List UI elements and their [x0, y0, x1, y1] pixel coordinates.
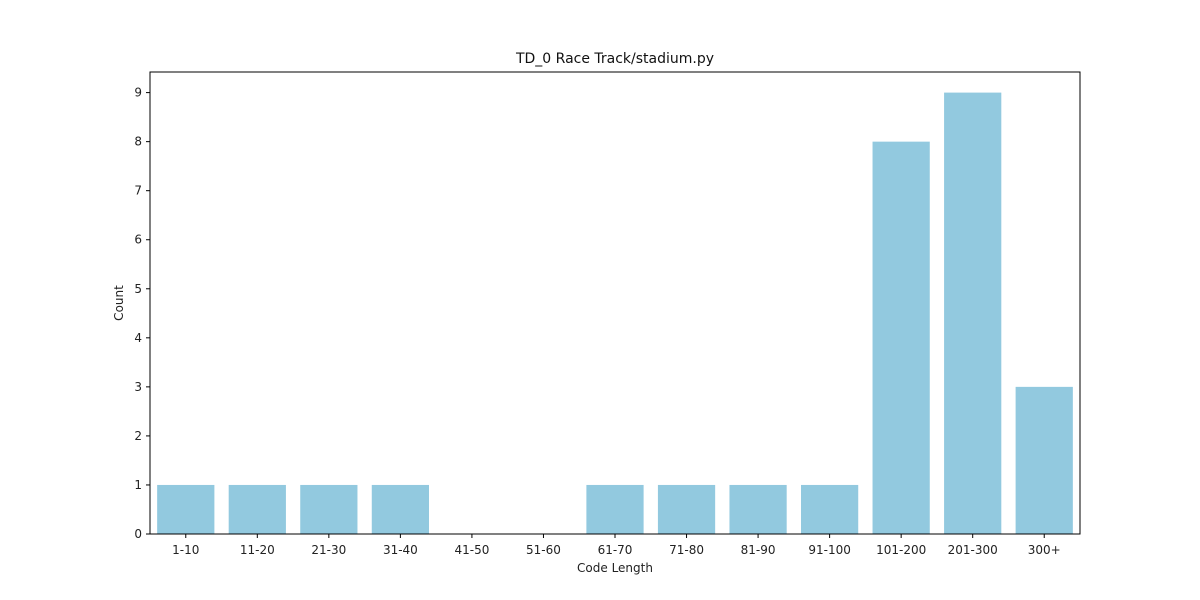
bars-group	[157, 93, 1073, 534]
x-tick-label: 71-80	[669, 543, 704, 557]
x-tick-label: 31-40	[383, 543, 418, 557]
y-tick-label: 4	[134, 331, 142, 345]
y-axis-label: Count	[112, 285, 126, 321]
x-tick-label: 101-200	[876, 543, 926, 557]
y-tick-label: 1	[134, 478, 142, 492]
x-tick-label: 11-20	[240, 543, 275, 557]
x-tick-label: 21-30	[311, 543, 346, 557]
bar-31-40	[372, 485, 429, 534]
y-tick-label: 5	[134, 282, 142, 296]
bar-201-300	[944, 93, 1001, 534]
chart-title: TD_0 Race Track/stadium.py	[515, 51, 714, 67]
y-tick-label: 7	[134, 184, 142, 198]
y-tick-label: 6	[134, 233, 142, 247]
x-tick-label: 81-90	[741, 543, 776, 557]
y-tick-label: 9	[134, 86, 142, 100]
x-tick-label: 41-50	[454, 543, 489, 557]
x-axis-label: Code Length	[577, 561, 653, 575]
x-tick-label: 61-70	[598, 543, 633, 557]
x-axis: 1-10 11-20 21-30 31-40 41-50 51-60 61-70 71-80 8…	[172, 534, 1061, 557]
y-tick-label: 8	[134, 135, 142, 149]
y-tick-label: 0	[134, 527, 142, 541]
plot-frame	[150, 72, 1080, 534]
bar-300+	[1016, 387, 1073, 534]
x-tick-label: 91-100	[808, 543, 851, 557]
bar-91-100	[801, 485, 858, 534]
bar-71-80	[658, 485, 715, 534]
bar-61-70	[586, 485, 643, 534]
y-axis: 0 1 2 3 4 5 6 7 8 9	[134, 86, 150, 541]
y-tick-label: 3	[134, 380, 142, 394]
x-tick-label: 300+	[1028, 543, 1061, 557]
x-tick-label: 51-60	[526, 543, 561, 557]
bar-21-30	[300, 485, 357, 534]
x-tick-label: 1-10	[172, 543, 199, 557]
bar-1-10	[157, 485, 214, 534]
bar-11-20	[229, 485, 286, 534]
bar-101-200	[873, 142, 930, 534]
x-tick-label: 201-300	[948, 543, 998, 557]
bar-81-90	[729, 485, 786, 534]
y-tick-label: 2	[134, 429, 142, 443]
